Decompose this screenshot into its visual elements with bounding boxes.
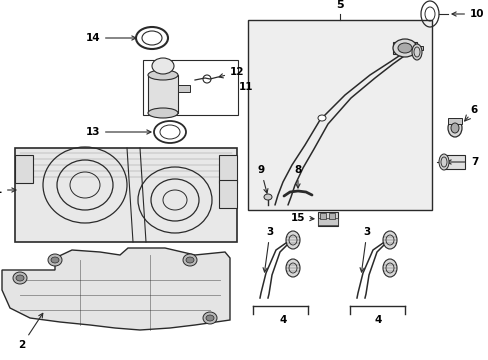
Bar xyxy=(319,213,325,219)
Bar xyxy=(412,46,422,50)
Text: 9: 9 xyxy=(257,165,267,193)
Ellipse shape xyxy=(438,154,448,170)
Text: 8: 8 xyxy=(294,165,301,188)
Bar xyxy=(142,60,238,115)
Text: 4: 4 xyxy=(373,315,381,325)
Ellipse shape xyxy=(183,254,197,266)
Bar xyxy=(317,218,337,225)
Bar xyxy=(317,212,337,226)
Ellipse shape xyxy=(148,70,178,80)
Ellipse shape xyxy=(48,254,62,266)
Ellipse shape xyxy=(317,115,325,121)
Text: 3: 3 xyxy=(263,227,273,272)
Bar xyxy=(15,148,237,242)
Ellipse shape xyxy=(148,108,178,118)
Bar xyxy=(15,155,33,183)
Text: 1: 1 xyxy=(0,185,16,195)
Bar xyxy=(148,75,178,113)
Ellipse shape xyxy=(51,257,59,263)
Text: 11: 11 xyxy=(239,82,253,92)
Text: 13: 13 xyxy=(85,127,151,137)
Ellipse shape xyxy=(382,259,396,277)
Polygon shape xyxy=(2,248,229,330)
Bar xyxy=(447,118,461,124)
Bar xyxy=(442,155,464,169)
Ellipse shape xyxy=(13,272,27,284)
Bar xyxy=(178,85,190,92)
Text: 14: 14 xyxy=(85,33,136,43)
Bar xyxy=(219,180,237,208)
Ellipse shape xyxy=(185,257,194,263)
Ellipse shape xyxy=(264,194,271,200)
Text: 6: 6 xyxy=(469,105,476,115)
Text: 15: 15 xyxy=(290,213,313,223)
Text: 12: 12 xyxy=(219,67,244,78)
Ellipse shape xyxy=(152,58,174,74)
Text: 5: 5 xyxy=(336,0,343,10)
Ellipse shape xyxy=(285,231,299,249)
Ellipse shape xyxy=(397,43,411,53)
Bar xyxy=(392,42,416,54)
Text: 7: 7 xyxy=(446,157,477,167)
Ellipse shape xyxy=(392,39,416,57)
Ellipse shape xyxy=(203,312,217,324)
Ellipse shape xyxy=(447,119,461,137)
Ellipse shape xyxy=(205,315,214,321)
Text: 4: 4 xyxy=(279,315,286,325)
Bar xyxy=(219,155,237,183)
Text: 10: 10 xyxy=(451,9,484,19)
Ellipse shape xyxy=(285,259,299,277)
Ellipse shape xyxy=(450,123,458,133)
Ellipse shape xyxy=(411,44,421,60)
Ellipse shape xyxy=(382,231,396,249)
Bar xyxy=(328,213,334,219)
Ellipse shape xyxy=(16,275,24,281)
Bar xyxy=(247,20,431,210)
Text: 2: 2 xyxy=(19,313,43,350)
Text: 3: 3 xyxy=(359,227,370,272)
